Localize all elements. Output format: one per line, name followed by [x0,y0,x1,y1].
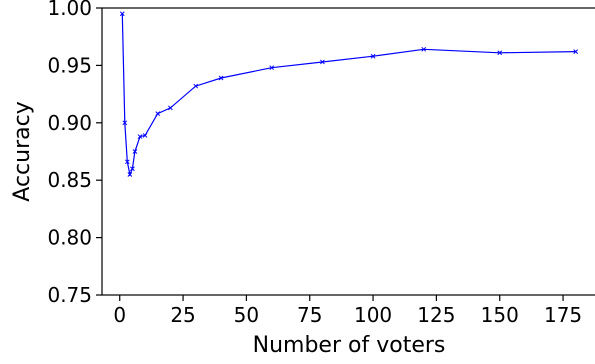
y-tick-label: 1.00 [47,0,92,20]
x-tick-label: 0 [113,303,126,327]
data-point-marker [573,49,579,54]
data-point-marker [127,172,133,177]
y-tick-label: 0.95 [47,53,92,77]
data-point-marker [218,75,224,81]
data-point-marker [124,159,130,165]
data-point-marker [193,83,199,89]
y-tick-label: 0.80 [47,226,92,250]
y-axis-label: Accuracy [10,101,35,201]
plot-series [119,11,579,177]
data-point-marker [155,111,161,116]
x-axis-ticks: 0 25 50 75 100 125 150 175 [113,295,582,327]
plot-frame [101,7,595,296]
data-point-marker [122,120,128,126]
data-point-marker [168,105,173,111]
y-tick-label: 0.90 [47,111,92,135]
x-tick-label: 25 [170,303,195,327]
x-tick-label: 100 [354,303,392,327]
x-tick-label: 150 [481,303,519,327]
data-point-marker [132,149,138,154]
data-point-marker [421,46,427,52]
x-tick-label: 175 [544,303,582,327]
data-point-marker [130,166,135,172]
data-point-marker [269,65,275,71]
y-axis-ticks: 0.75 0.80 0.85 0.90 0.95 1.00 [47,0,102,307]
data-point-marker [137,134,143,139]
y-tick-label: 0.75 [47,283,92,307]
y-tick-label: 0.85 [47,168,92,192]
x-tick-label: 50 [234,303,259,327]
data-point-marker [320,59,325,65]
data-point-marker [370,53,376,59]
data-point-marker [497,50,503,56]
series-line [121,13,576,177]
data-point-marker [119,11,125,17]
x-tick-label: 75 [297,303,322,327]
x-axis-label: Number of voters [253,333,446,358]
x-tick-label: 125 [417,303,455,327]
data-point-marker [142,133,148,138]
